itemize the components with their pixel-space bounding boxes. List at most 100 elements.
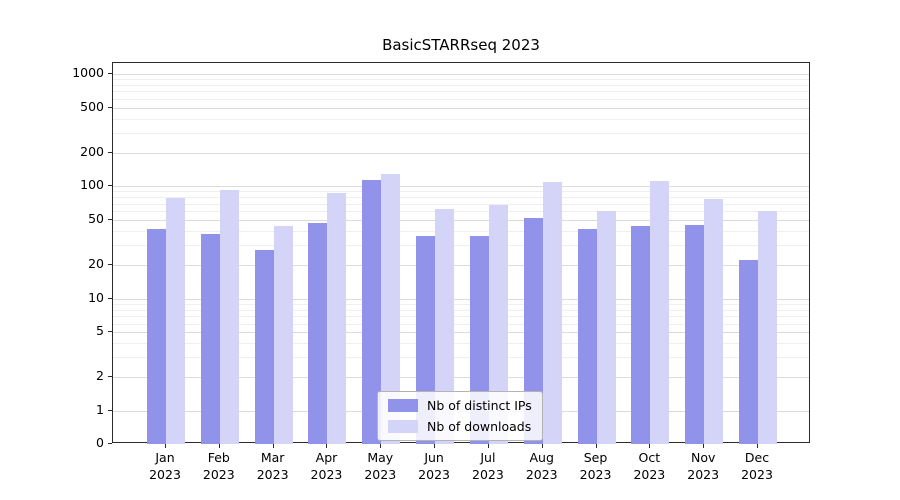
y-tick-mark xyxy=(108,219,112,221)
x-tick-mark xyxy=(649,444,651,448)
minor-gridline xyxy=(113,84,809,86)
x-tick-mark xyxy=(757,444,758,448)
minor-gridline xyxy=(113,98,809,100)
y-tick-label: 1000 xyxy=(72,65,104,80)
y-tick-mark xyxy=(108,106,112,108)
bar-downloads xyxy=(166,198,185,444)
minor-gridline xyxy=(113,231,809,233)
y-tick-mark xyxy=(108,151,112,153)
minor-gridline xyxy=(113,303,809,305)
y-tick-mark xyxy=(108,297,112,299)
bar-downloads xyxy=(435,208,455,444)
minor-gridline xyxy=(113,343,809,345)
minor-gridline xyxy=(113,79,809,81)
legend-label-distinct-ips: Nb of distinct IPs xyxy=(427,398,532,413)
x-tick-label: Nov 2023 xyxy=(687,450,720,482)
minor-gridline xyxy=(113,118,809,120)
y-tick-mark xyxy=(108,376,112,378)
minor-gridline xyxy=(113,211,809,213)
y-tick-mark xyxy=(108,443,112,444)
legend-swatch-distinct-ips xyxy=(388,399,418,412)
bar-distinct-ips xyxy=(523,218,543,444)
minor-gridline xyxy=(113,245,809,247)
x-tick-mark xyxy=(165,444,166,448)
major-gridline xyxy=(113,332,809,334)
legend: Nb of distinct IPs Nb of downloads xyxy=(377,391,543,441)
major-gridline xyxy=(113,152,809,154)
x-tick-label: Feb 2023 xyxy=(202,450,235,482)
plot-area xyxy=(112,62,810,444)
bar-distinct-ips xyxy=(254,250,274,444)
bar-downloads xyxy=(381,173,401,444)
minor-gridline xyxy=(113,357,809,359)
y-tick-mark xyxy=(108,185,112,187)
x-tick-label: Apr 2023 xyxy=(310,450,343,482)
bar-downloads xyxy=(542,181,562,444)
major-gridline xyxy=(113,107,809,109)
y-tick-label: 1 xyxy=(96,402,104,417)
minor-gridline xyxy=(113,197,809,199)
major-gridline xyxy=(113,377,809,379)
y-tick-mark xyxy=(108,73,112,74)
minor-gridline xyxy=(113,191,809,193)
minor-gridline xyxy=(113,316,809,318)
bar-distinct-ips xyxy=(685,225,705,444)
y-tick-label: 500 xyxy=(80,98,104,114)
bar-distinct-ips xyxy=(308,223,328,444)
x-tick-label: Aug 2023 xyxy=(525,450,558,482)
y-tick-mark xyxy=(108,410,112,411)
minor-gridline xyxy=(113,203,809,205)
x-tick-mark xyxy=(326,444,328,448)
x-tick-mark xyxy=(703,444,705,448)
bar-distinct-ips xyxy=(739,260,758,444)
legend-swatch-downloads xyxy=(388,420,418,433)
x-tick-mark xyxy=(595,444,597,448)
bar-distinct-ips xyxy=(200,233,220,444)
x-tick-label: Sep 2023 xyxy=(579,450,612,482)
x-tick-label: Jun 2023 xyxy=(418,450,450,482)
bar-distinct-ips xyxy=(577,228,597,444)
bar-downloads xyxy=(488,205,508,444)
minor-gridline xyxy=(113,91,809,93)
x-tick-label: May 2023 xyxy=(364,450,397,482)
major-gridline xyxy=(113,264,809,266)
chart-title: BasicSTARRseq 2023 xyxy=(382,36,540,54)
y-tick-mark xyxy=(108,331,112,333)
y-tick-label: 0 xyxy=(96,435,104,450)
x-tick-mark xyxy=(218,444,220,448)
bar-distinct-ips xyxy=(631,226,651,444)
bar-distinct-ips xyxy=(362,179,382,444)
major-gridline xyxy=(113,74,809,75)
x-tick-mark xyxy=(541,444,543,448)
minor-gridline xyxy=(113,309,809,311)
y-tick-label: 5 xyxy=(96,323,104,339)
bar-distinct-ips xyxy=(147,228,166,444)
legend-item-downloads: Nb of downloads xyxy=(388,419,532,434)
y-tick-label: 200 xyxy=(80,143,104,159)
x-tick-mark xyxy=(434,444,436,448)
bar-downloads xyxy=(758,211,777,444)
legend-label-downloads: Nb of downloads xyxy=(427,419,532,434)
y-tick-label: 2 xyxy=(96,368,104,384)
minor-gridline xyxy=(113,132,809,134)
major-gridline xyxy=(113,186,809,188)
bar-downloads xyxy=(327,192,347,444)
legend-item-distinct-ips: Nb of distinct IPs xyxy=(388,398,532,413)
x-tick-label: Mar 2023 xyxy=(256,450,289,482)
bar-downloads xyxy=(704,199,724,444)
x-tick-label: Dec 2023 xyxy=(741,450,773,482)
x-tick-mark xyxy=(487,444,489,448)
x-tick-label: Oct 2023 xyxy=(633,450,666,482)
y-tick-label: 10 xyxy=(88,289,104,305)
y-tick-label: 20 xyxy=(88,255,104,271)
x-tick-mark xyxy=(272,444,274,448)
y-tick-label: 100 xyxy=(80,177,104,193)
y-tick-mark xyxy=(108,263,112,265)
minor-gridline xyxy=(113,323,809,325)
x-tick-mark xyxy=(380,444,382,448)
x-tick-label: Jul 2023 xyxy=(472,450,504,482)
major-gridline xyxy=(113,220,809,222)
y-tick-label: 50 xyxy=(88,211,104,227)
major-gridline xyxy=(113,298,809,300)
